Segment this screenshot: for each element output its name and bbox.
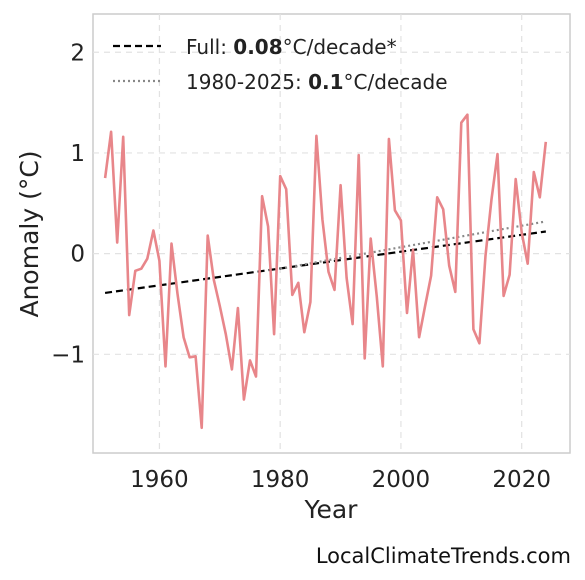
legend-full-value: 0.08	[233, 35, 282, 59]
trend-lines	[104, 220, 547, 294]
series-line	[103, 113, 548, 430]
y-tick-label: 0	[70, 242, 85, 268]
x-axis-label: Year	[304, 495, 359, 524]
x-tick-label: 1960	[130, 467, 189, 493]
x-tick-labels: 1960 1980 2000 2020	[130, 467, 551, 493]
y-tick-label: −1	[51, 342, 85, 368]
y-tick-label: 2	[70, 40, 85, 66]
y-tick-labels: −1 0 1 2	[51, 40, 85, 368]
legend-recent-prefix: 1980-2025:	[186, 70, 308, 94]
data-series	[103, 113, 548, 430]
plot-frame	[92, 13, 571, 454]
x-tick-label: 2020	[492, 467, 551, 493]
legend-recent-suffix: °C/decade	[344, 70, 448, 94]
legend-recent-value: 0.1	[308, 70, 343, 94]
legend-full-prefix: Full:	[186, 35, 233, 59]
legend-full-suffix: °C/decade*	[283, 35, 397, 59]
x-tick-label: 1980	[251, 467, 310, 493]
watermark: LocalClimateTrends.com	[315, 544, 571, 568]
y-tick-label: 1	[70, 141, 85, 167]
legend-label-full: Full: 0.08°C/decade*	[186, 35, 397, 59]
legend-label-recent: 1980-2025: 0.1°C/decade	[186, 70, 448, 94]
x-tick-label: 2000	[372, 467, 431, 493]
legend: Full: 0.08°C/decade* 1980-2025: 0.1°C/de…	[113, 35, 448, 94]
y-axis-label: Anomaly (°C)	[15, 150, 44, 317]
trend-line-full	[104, 230, 546, 294]
